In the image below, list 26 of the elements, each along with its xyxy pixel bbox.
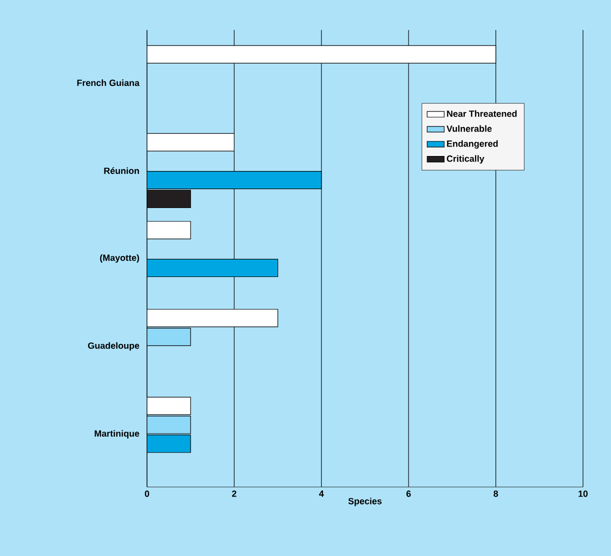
legend-label: Critically: [446, 155, 484, 164]
x-tick-label: 2: [232, 490, 236, 497]
x-tick-label: 0: [144, 490, 150, 497]
legend-label: Vulnerable: [446, 125, 492, 132]
y-tick-label: (Mayotte): [100, 254, 140, 263]
bar: [147, 396, 191, 416]
x-tick-label: 10: [578, 490, 588, 497]
y-tick-label: Réunion: [104, 167, 139, 174]
bar: [147, 45, 496, 64]
bar: [147, 221, 191, 240]
bar: [147, 328, 191, 346]
y-tick-label: Martinique: [94, 430, 140, 438]
bar: [147, 170, 322, 190]
bar: [147, 133, 235, 152]
x-tick-label: 8: [494, 490, 498, 497]
y-tick-label: Guadeloupe: [88, 342, 140, 351]
bar: [147, 308, 278, 328]
x-tick-label: 6: [406, 490, 411, 497]
x-axis-title: Species: [348, 498, 382, 506]
bar: [147, 416, 191, 434]
legend-label: Near Threatened: [447, 110, 517, 117]
legend-label: Endangered: [447, 140, 498, 149]
x-tick-label: 4: [319, 490, 324, 497]
y-tick-label: French Guiana: [77, 79, 140, 86]
bar: [147, 258, 278, 278]
bar: [147, 434, 191, 453]
